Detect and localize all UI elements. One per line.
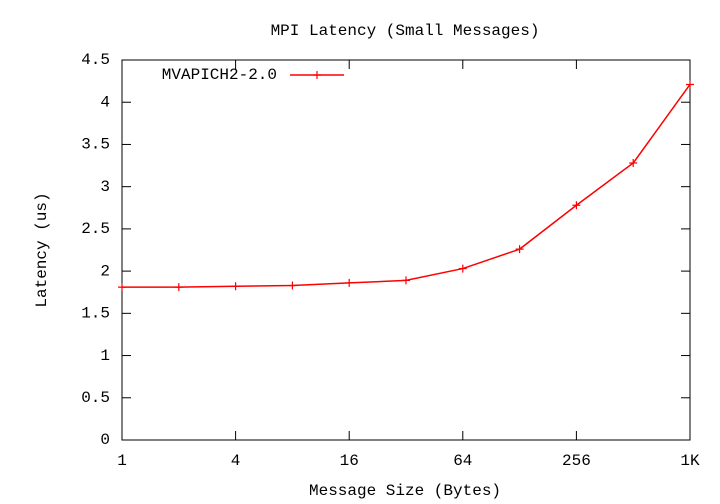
x-tick-label: 64 [453,452,472,470]
y-tick-label: 4.5 [81,51,110,69]
x-tick-label: 1K [680,452,700,470]
x-tick-label: 256 [562,452,591,470]
point-marker [345,278,354,287]
y-axis-label: Latency (us) [33,192,51,307]
point-marker [629,159,638,168]
plot-border [121,59,691,441]
point-marker [458,264,467,273]
x-tick-label: 1 [117,452,127,470]
y-tick-label: 3.5 [81,136,110,154]
y-tick-label: 4 [100,93,110,111]
y-tick-label: 3 [100,178,110,196]
series-line [122,84,691,288]
point-marker [288,281,297,290]
y-tick-label: 1 [100,347,110,365]
x-tick-label: 16 [340,452,359,470]
chart-title: MPI Latency (Small Messages) [271,22,540,40]
point-marker [231,282,240,291]
point-marker [402,276,410,285]
legend-marker [313,71,321,79]
y-tick-label: 2.5 [81,220,110,238]
y-tick-label: 0 [100,431,110,449]
point-marker [174,283,183,292]
y-tick-label: 1.5 [81,305,110,323]
y-tick-label: 0.5 [81,389,110,407]
point-marker [572,201,581,210]
point-marker [686,80,694,89]
x-tick-label: 4 [231,452,241,470]
point-marker [515,245,524,254]
x-axis-label: Message Size (Bytes) [309,482,501,500]
y-tick-label: 2 [100,262,110,280]
legend-label: MVAPICH2-2.0 [162,66,277,84]
point-marker [118,283,126,292]
